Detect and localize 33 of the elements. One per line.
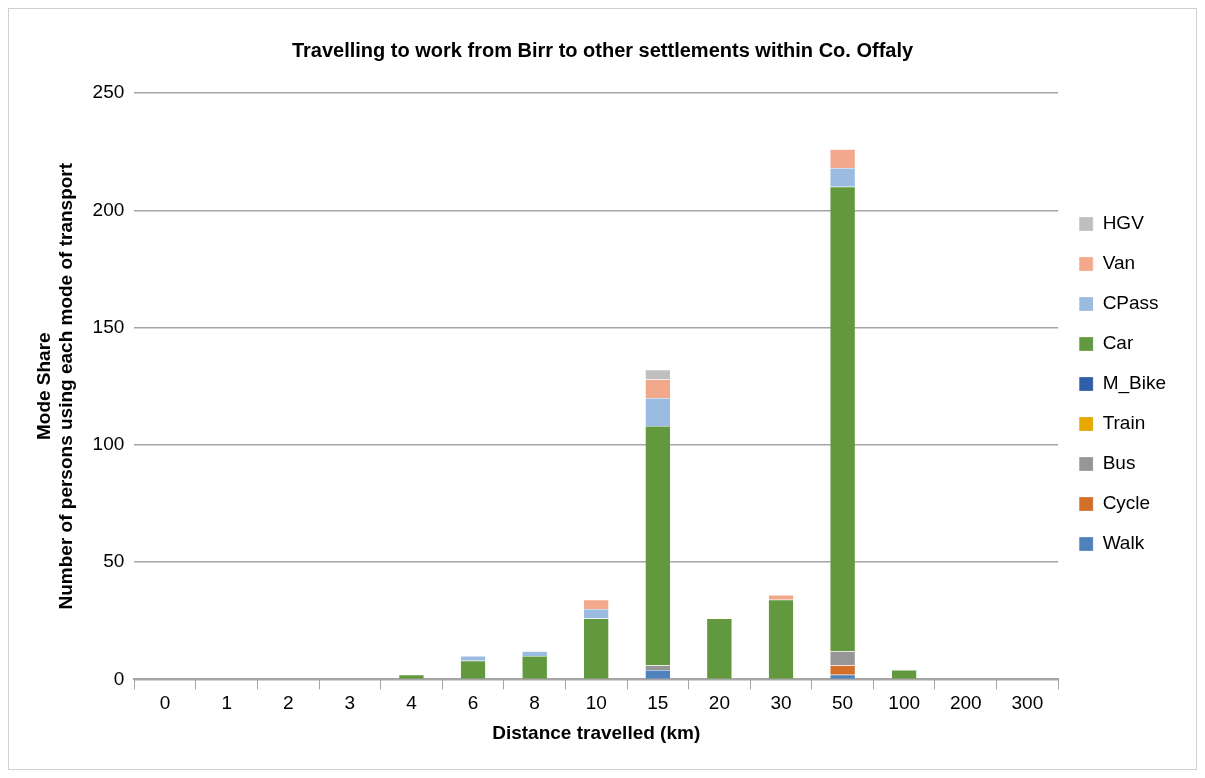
x-tick-label: 20 (708, 692, 730, 714)
x-tick-label: 200 (949, 692, 982, 714)
chart-title: Travelling to work from Birr to other settlements within Co. Offaly (291, 38, 914, 61)
x-tick-label: 50 (832, 692, 854, 714)
legend-label: M_Bike (1102, 372, 1166, 395)
x-tick-label: 3 (344, 692, 356, 714)
y-tick-label: 0 (113, 667, 125, 689)
x-tick-label: 100 (888, 692, 921, 714)
legend-label: Train (1102, 412, 1146, 434)
x-tick-label: 30 (770, 692, 792, 714)
legend-label: HGV (1102, 212, 1145, 234)
y-tick-label: 200 (92, 198, 125, 220)
legend-label: Bus (1102, 452, 1136, 474)
x-tick-label: 4 (406, 692, 418, 714)
x-tick-label: 6 (467, 692, 479, 714)
x-tick-label: 300 (1011, 692, 1044, 714)
x-axis-title: Distance travelled (km) (492, 721, 701, 743)
y-axis-title: Mode Share Number of persons using each mode of transport (32, 162, 77, 610)
legend-label: Car (1102, 332, 1134, 354)
x-tick-label: 2 (282, 692, 294, 714)
legend-label: Cycle (1102, 492, 1151, 514)
x-tick-label: 0 (159, 692, 171, 714)
legend-label: Walk (1102, 532, 1145, 554)
x-tick-label: 10 (585, 692, 607, 714)
y-tick-label: 50 (103, 550, 125, 572)
legend-label: Van (1102, 252, 1136, 274)
legend-label: CPass (1102, 292, 1159, 314)
x-tick-label: 8 (529, 692, 540, 714)
x-tick-label: 15 (647, 692, 669, 714)
y-tick-label: 250 (92, 81, 125, 103)
y-tick-label: 150 (92, 315, 125, 337)
y-tick-label: 100 (92, 433, 125, 455)
x-tick-label: 1 (221, 692, 232, 714)
